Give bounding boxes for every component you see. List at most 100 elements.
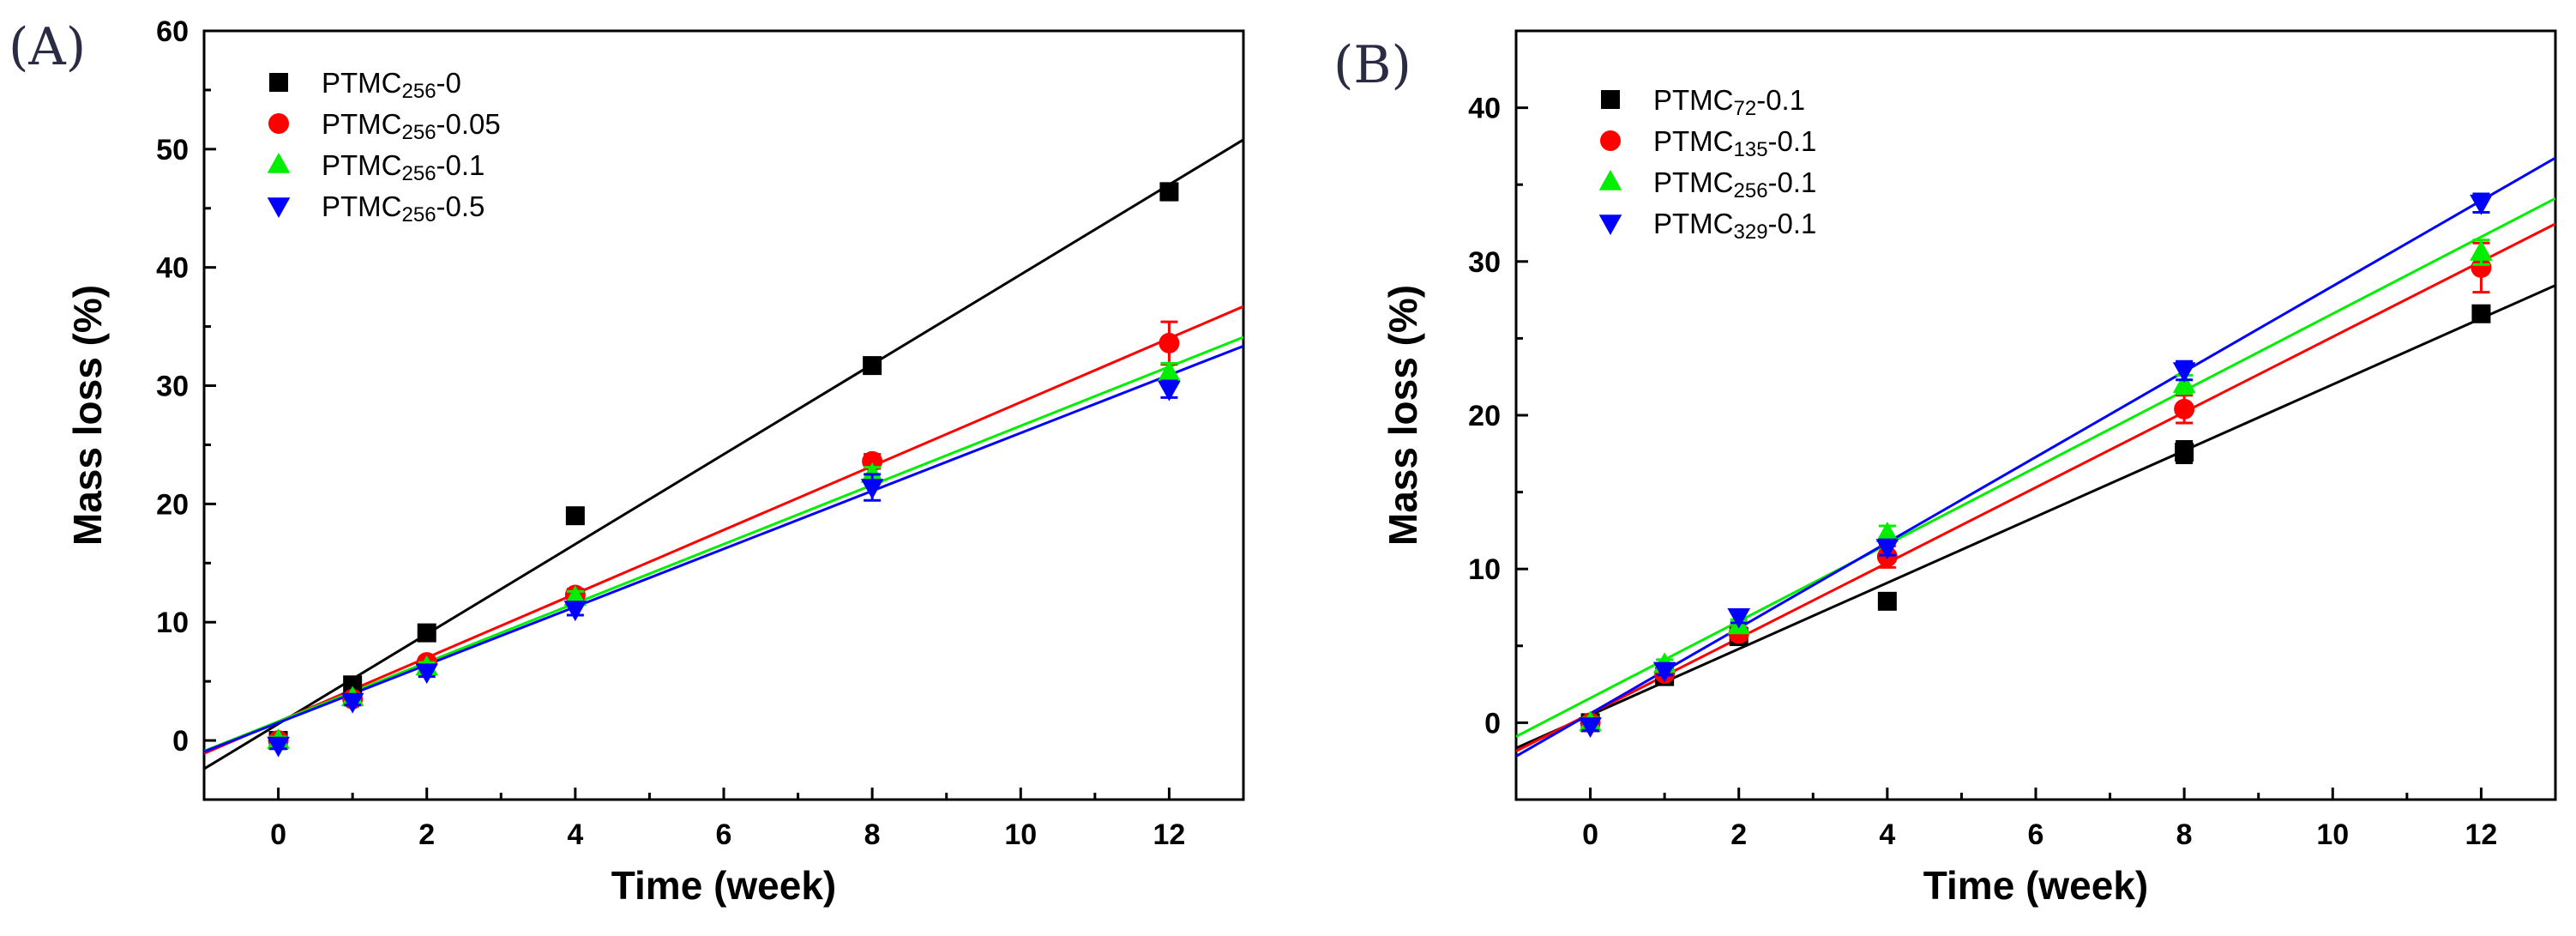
legend-entry: PTMC256-0.5 (322, 190, 485, 226)
legend-marker (1600, 130, 1621, 151)
legend-name-base: PTMC (322, 190, 402, 222)
y-tick-label: 60 (156, 15, 189, 48)
legend-name-subscript: 135 (1734, 138, 1768, 161)
fit-line (1516, 222, 2555, 752)
x-tick-label: 6 (716, 818, 732, 851)
y-tick-label: 0 (1484, 707, 1501, 740)
fit-line (204, 305, 1243, 755)
y-tick-label: 20 (1468, 400, 1501, 432)
legend-name-base: PTMC (1653, 125, 1734, 157)
fit-lines (1516, 156, 2555, 758)
legend-name-subscript: 256 (402, 162, 436, 185)
fit-line (1516, 196, 2555, 738)
legend-name-subscript: 256 (402, 80, 436, 103)
data-point (2471, 304, 2491, 323)
legend-name-base: PTMC (322, 108, 402, 140)
data-point (1875, 539, 1899, 560)
data-point (1158, 380, 1181, 402)
x-axis-label: Time (week) (611, 863, 836, 908)
fit-line (1516, 156, 2555, 758)
x-axis-label: Time (week) (1923, 863, 2148, 908)
y-tick-label: 20 (156, 488, 189, 521)
fit-lines (204, 138, 1243, 770)
fit-line (204, 335, 1243, 752)
data-point (340, 692, 364, 714)
legend-marker (268, 113, 289, 134)
data-point (1158, 360, 1181, 382)
x-tick-label: 8 (864, 818, 881, 851)
data-point (563, 585, 587, 607)
fit-line (204, 138, 1243, 770)
y-axis-label: Mass loss (%) (65, 285, 110, 546)
chart-panel-b: 0 2 4 6 8 10 12 0 10 20 30 40 Time (week) Mass loss (… (1333, 29, 2557, 908)
x-tick-label: 12 (1153, 818, 1186, 851)
y-tick-label: 40 (1468, 93, 1501, 125)
legend-name-suffix: -0.1 (436, 149, 485, 181)
x-tick-label: 8 (2176, 818, 2193, 851)
legend-entry: PTMC256-0.1 (322, 149, 485, 185)
x-tick-label: 12 (2465, 818, 2498, 851)
legend-name-subscript: 256 (402, 121, 436, 144)
legend-marker (1598, 170, 1622, 190)
x-tick-label: 10 (1004, 818, 1037, 851)
y-tick-label: 0 (172, 725, 189, 758)
fit-line (204, 344, 1243, 753)
x-tick-label: 6 (2028, 818, 2044, 851)
legend-name-suffix: -0.5 (436, 190, 485, 222)
legend-name-base: PTMC (1653, 208, 1734, 239)
legend-entry: PTMC256-0.05 (322, 108, 501, 144)
x-tick-label: 0 (270, 818, 286, 851)
legend-name-suffix: -0.05 (436, 108, 501, 140)
data-point (267, 736, 290, 758)
data-point (2174, 398, 2195, 420)
data-point (1877, 591, 1897, 611)
data-point (1652, 661, 1676, 683)
data-point (2470, 194, 2493, 215)
legend-name-base: PTMC (1653, 166, 1734, 198)
legend-name-subscript: 72 (1734, 97, 1757, 120)
legend-name-suffix: -0 (436, 67, 461, 99)
x-tick-label: 2 (1730, 818, 1747, 851)
legend-name-subscript: 256 (1734, 179, 1768, 202)
legend-name-suffix: -0.1 (1768, 125, 1817, 157)
data-point (2172, 372, 2196, 393)
x-tick-label: 4 (567, 818, 583, 851)
x-tick-label: 10 (2316, 818, 2349, 851)
legend-entry: PTMC329-0.1 (1653, 208, 1816, 244)
data-point (863, 356, 882, 376)
data-point (1727, 607, 1751, 629)
data-point (1875, 521, 1899, 542)
fit-line (1516, 284, 2555, 750)
legend-name-base: PTMC (1653, 84, 1734, 116)
x-tick-label: 2 (418, 818, 435, 851)
data-point (415, 663, 439, 685)
legend-name-subscript: 329 (1734, 220, 1768, 244)
data-point (1579, 717, 1602, 738)
legend-entry: PTMC135-0.1 (1653, 125, 1816, 161)
legend-marker (1598, 214, 1622, 235)
y-tick-label: 40 (156, 252, 189, 285)
legend-marker (269, 73, 288, 92)
data-point (1159, 332, 1180, 353)
chart-panel-a: 0 2 4 6 8 10 12 0 10 20 30 40 50 60 Time (week) Mass lo… (9, 15, 1245, 908)
y-axis-label: Mass loss (%) (1381, 285, 1425, 546)
y-tick-label: 50 (156, 134, 189, 166)
legend-entry: PTMC256-0 (322, 67, 461, 103)
legend-marker (267, 153, 291, 173)
legend-name-suffix: -0.1 (1768, 166, 1817, 198)
data-point (563, 601, 587, 622)
data-point (2172, 362, 2196, 383)
data-point (417, 623, 436, 643)
x-tick-label: 4 (1879, 818, 1895, 851)
panel-label: (A) (9, 17, 86, 77)
legend-marker (1601, 90, 1620, 109)
data-point (343, 675, 363, 695)
legend-name-base: PTMC (322, 149, 402, 181)
data-point (1159, 182, 1179, 202)
data-point (2470, 240, 2493, 261)
legend-name-suffix: -0.1 (1756, 84, 1805, 116)
y-tick-label: 10 (1468, 553, 1501, 586)
data-point (2471, 257, 2492, 278)
data-point (860, 479, 884, 500)
legend-marker (267, 197, 291, 218)
